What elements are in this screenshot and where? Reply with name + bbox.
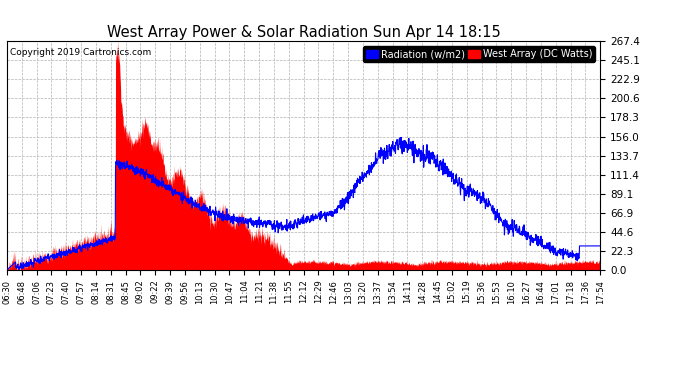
Legend: Radiation (w/m2), West Array (DC Watts): Radiation (w/m2), West Array (DC Watts)	[363, 46, 595, 62]
Text: Copyright 2019 Cartronics.com: Copyright 2019 Cartronics.com	[10, 48, 151, 57]
Title: West Array Power & Solar Radiation Sun Apr 14 18:15: West Array Power & Solar Radiation Sun A…	[107, 25, 500, 40]
